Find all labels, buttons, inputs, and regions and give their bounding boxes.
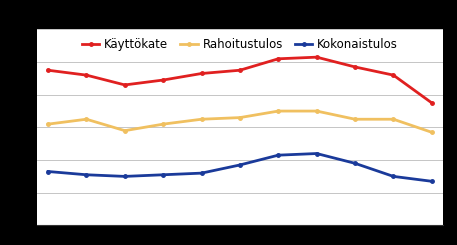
Legend: Käyttökate, Rahoitustulos, Kokonaistulos: Käyttökate, Rahoitustulos, Kokonaistulos xyxy=(80,35,400,53)
